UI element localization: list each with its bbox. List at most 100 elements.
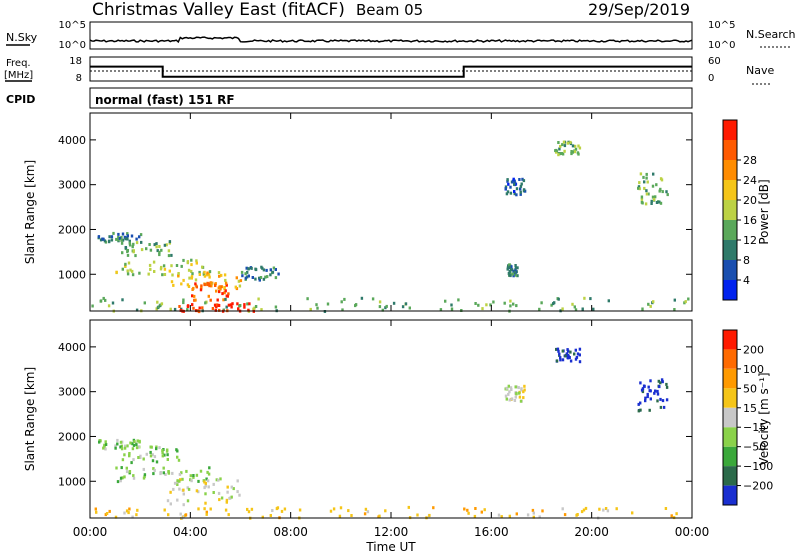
data-cell xyxy=(520,182,523,186)
data-cell xyxy=(555,148,558,152)
colorbar-tick-label: 100 xyxy=(743,363,764,376)
data-cell xyxy=(108,235,111,239)
data-cell xyxy=(182,492,185,496)
data-cell xyxy=(563,513,567,517)
data-cell xyxy=(519,190,522,194)
data-cell xyxy=(654,389,657,393)
data-cell xyxy=(506,267,509,271)
data-cell xyxy=(195,473,199,477)
data-cell xyxy=(518,178,521,181)
data-cell xyxy=(204,501,207,505)
data-cell xyxy=(236,302,239,306)
data-cell xyxy=(649,397,652,401)
data-cell xyxy=(215,478,218,482)
data-cell xyxy=(121,232,125,236)
data-cell xyxy=(522,188,526,192)
data-cell xyxy=(193,294,196,298)
data-cell xyxy=(131,442,134,446)
data-cell xyxy=(115,237,118,241)
data-cell xyxy=(238,493,241,497)
data-cell xyxy=(639,381,642,385)
data-cell xyxy=(615,507,618,511)
data-cell xyxy=(645,192,649,196)
data-cell xyxy=(181,477,184,481)
data-cell xyxy=(497,513,501,517)
data-cell xyxy=(135,443,138,447)
data-cell xyxy=(219,287,222,291)
data-cell xyxy=(97,235,101,239)
data-cell xyxy=(569,140,572,144)
data-cell xyxy=(559,358,562,362)
data-cell xyxy=(646,392,649,396)
data-cell xyxy=(132,443,136,447)
data-cell xyxy=(227,513,230,517)
data-cell xyxy=(237,279,241,283)
data-cell xyxy=(481,307,484,311)
data-cell xyxy=(161,451,164,455)
data-cell xyxy=(514,266,518,270)
data-cell xyxy=(126,232,129,236)
data-cell xyxy=(212,482,215,486)
data-cell xyxy=(152,260,156,264)
data-cell xyxy=(194,298,197,302)
data-cell xyxy=(257,297,260,301)
colorbar-swatch xyxy=(723,349,737,369)
data-cell xyxy=(504,185,508,189)
data-cell xyxy=(378,305,382,309)
data-cell xyxy=(644,202,648,206)
data-cell xyxy=(522,396,525,400)
data-cell xyxy=(640,195,644,199)
data-cell xyxy=(166,458,169,461)
data-cell xyxy=(126,253,130,257)
data-cell xyxy=(639,172,643,176)
data-cell xyxy=(225,305,228,309)
data-cell xyxy=(128,452,131,455)
data-cell xyxy=(555,359,559,363)
data-cell xyxy=(186,486,189,490)
data-cell xyxy=(264,275,267,279)
data-cell xyxy=(526,513,530,517)
data-cell xyxy=(182,278,185,282)
data-cell xyxy=(566,141,569,145)
data-cell xyxy=(169,502,172,506)
data-cell xyxy=(190,263,193,267)
data-cell xyxy=(126,269,129,273)
data-cell xyxy=(276,506,280,510)
data-cell xyxy=(247,510,251,514)
nsky-series xyxy=(89,36,693,44)
colorbar-swatch xyxy=(723,466,737,486)
data-cell xyxy=(298,508,302,512)
data-cell xyxy=(640,388,644,392)
cpid-label: CPID xyxy=(6,93,35,106)
data-cell xyxy=(155,445,158,449)
data-cell xyxy=(644,399,647,403)
data-cell xyxy=(158,446,161,450)
data-cell xyxy=(103,443,106,447)
data-cell xyxy=(175,264,179,267)
data-cell xyxy=(104,513,107,517)
data-cell xyxy=(224,297,227,301)
freq-label: Freq. xyxy=(6,58,31,69)
colorbar-tick-label: 200 xyxy=(743,343,764,356)
data-cell xyxy=(656,389,659,393)
data-cell xyxy=(637,402,640,406)
data-cell xyxy=(168,240,172,244)
data-cell xyxy=(161,273,164,277)
data-cell xyxy=(94,507,97,511)
data-cell xyxy=(148,263,152,267)
data-cell xyxy=(644,396,647,400)
data-cell xyxy=(514,264,517,267)
data-cell xyxy=(239,279,243,283)
data-cell xyxy=(153,270,156,273)
data-cell xyxy=(238,284,242,288)
data-cell xyxy=(198,273,201,276)
data-cell xyxy=(506,179,509,183)
data-cell xyxy=(103,239,107,243)
data-cell xyxy=(649,304,652,308)
data-cell xyxy=(251,276,254,279)
data-cell xyxy=(187,285,191,288)
data-cell xyxy=(160,248,163,252)
data-cell xyxy=(156,249,159,253)
data-cell xyxy=(648,408,651,412)
data-cell xyxy=(133,440,136,444)
